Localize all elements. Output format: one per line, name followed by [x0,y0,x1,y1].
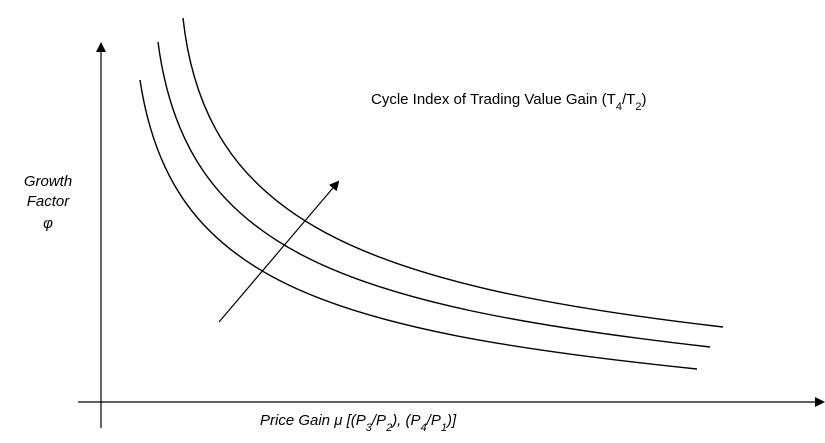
text-part: ), (P [390,412,420,429]
curve [139,79,698,370]
text-part: Price Gain μ [(P [260,412,366,429]
text-part: )] [445,412,457,429]
text-part: /P [371,412,386,429]
x-axis-label: Price Gain μ [(P3/P2), (P4/P1)] [260,412,457,434]
text-part: ) [641,91,646,108]
subscript: 1 [441,422,447,434]
text-part: /P [426,412,441,429]
subscript: 4 [421,422,427,434]
annotation: Cycle Index of Trading Value Gain (T4/T2… [371,91,646,113]
curve [157,41,711,348]
subscript: 3 [366,422,373,434]
shift-arrow [218,180,340,323]
subscript: 2 [635,101,641,113]
curve [182,17,724,328]
y-axis-label: Factor [27,193,71,210]
y-axis-label: Growth [24,173,72,190]
y-axis-label: φ [43,215,53,232]
subscript: 2 [385,422,392,434]
text-part: /T [622,91,635,108]
subscript: 4 [616,101,622,113]
text-part: Cycle Index of Trading Value Gain (T [371,91,616,108]
